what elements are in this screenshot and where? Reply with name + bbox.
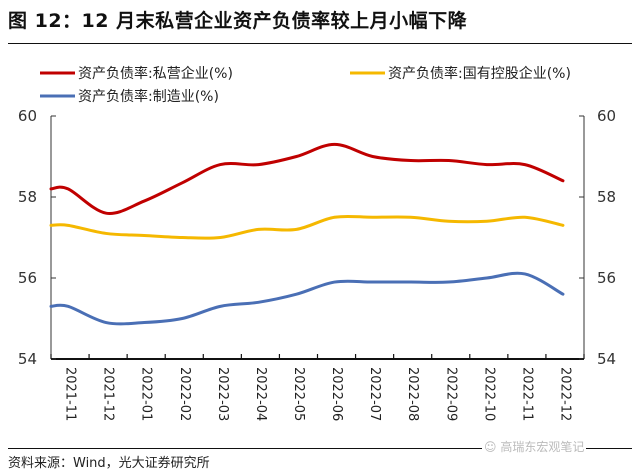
left-y-tick-label: 58: [18, 188, 37, 206]
series-lines: [49, 142, 565, 326]
source-note: 资料来源：Wind，光大证券研究所: [8, 456, 210, 471]
x-tick-label: 2021-11: [63, 367, 78, 421]
wechat-icon: ☺: [484, 440, 501, 454]
figure-title: 图 12：12 月末私营企业资产负债率较上月小幅下降: [8, 10, 468, 32]
left-y-tick-label: 54: [18, 350, 37, 368]
x-tick-labels: 2021-11 2021-12 2022-01 2022-02 2022-03 2022-…: [63, 367, 573, 421]
x-tick-label: 2022-01: [139, 367, 154, 421]
x-tick-label: 2022-09: [443, 367, 458, 421]
x-tick-label: 2022-08: [405, 367, 420, 421]
series-line-3: [49, 271, 565, 326]
x-tick-label: 2022-11: [519, 367, 534, 421]
x-tick-label: 2022-07: [367, 367, 382, 421]
x-tick-label: 2022-12: [557, 367, 572, 421]
x-tick-label: 2022-06: [329, 367, 344, 421]
right-y-tick-label: 58: [597, 188, 616, 206]
watermark-text: 高瑞东宏观笔记: [500, 440, 585, 454]
series-line-1: [49, 142, 565, 215]
axes: 54 54 56 56 58 58 60 60: [18, 107, 616, 368]
legend-label: 资产负债率:制造业(%): [78, 88, 219, 105]
legend-label: 资产负债率:私营企业(%): [78, 65, 233, 82]
x-tick-label: 2022-03: [215, 367, 230, 421]
x-tick-label: 2022-05: [291, 367, 306, 421]
series-line-2: [49, 214, 565, 240]
x-tick-label: 2022-02: [177, 367, 192, 421]
right-y-tick-label: 56: [597, 269, 616, 287]
left-y-tick-label: 56: [18, 269, 37, 287]
source-divider: [8, 448, 632, 449]
x-tick-label: 2021-12: [101, 367, 116, 421]
title-divider: [8, 43, 632, 44]
legend: 资产负债率:私营企业(%) 资产负债率:国有控股企业(%) 资产负债率:制造业(%): [40, 65, 571, 105]
right-y-tick-label: 54: [597, 350, 616, 368]
right-y-tick-label: 60: [597, 107, 616, 125]
x-tick-label: 2022-04: [253, 367, 268, 421]
legend-label: 资产负债率:国有控股企业(%): [388, 65, 571, 82]
watermark: ☺ 高瑞东宏观笔记: [482, 438, 587, 455]
x-tick-label: 2022-10: [481, 367, 496, 421]
left-y-tick-label: 60: [18, 107, 37, 125]
